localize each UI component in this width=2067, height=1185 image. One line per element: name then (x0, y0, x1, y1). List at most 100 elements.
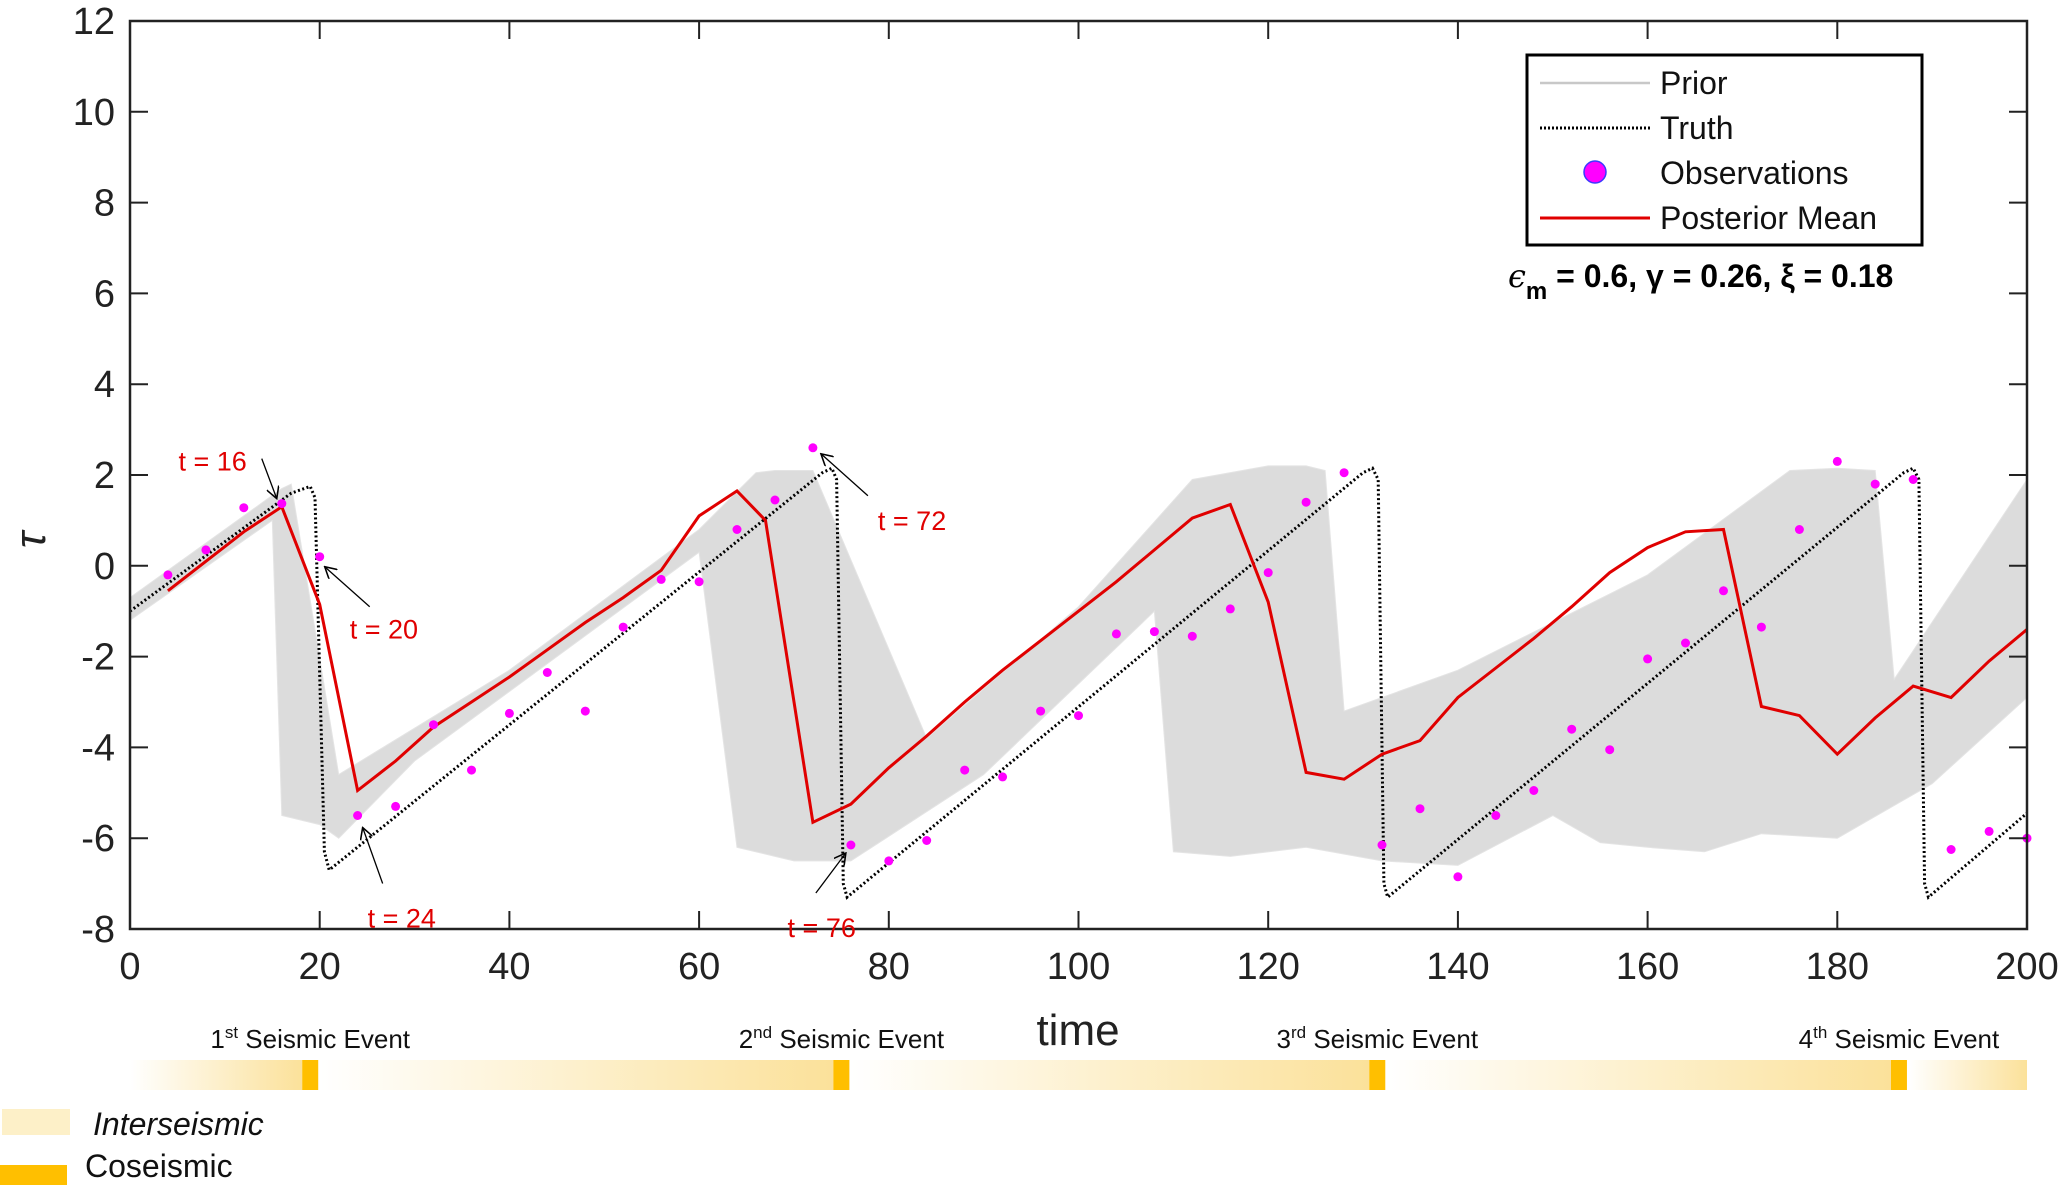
legend-label-posterior: Posterior Mean (1660, 200, 1877, 236)
y-tick-label: 6 (94, 273, 115, 315)
observation-point (1832, 456, 1842, 466)
param-epsilon: ϵ (1508, 257, 1526, 295)
observation-point (1946, 845, 1956, 854)
observation-point (1529, 786, 1539, 795)
annotation-label: t = 20 (350, 615, 418, 645)
observation-point (1453, 872, 1463, 882)
legend-box (1525, 53, 1924, 247)
coseismic-segment (1890, 1060, 1907, 1090)
truth-layer (130, 466, 2027, 900)
observation-point (808, 443, 818, 453)
legend-label-prior: Prior (1660, 65, 1728, 101)
legend-label-observations: Observations (1660, 155, 1849, 191)
observation-point (1036, 706, 1046, 716)
observation-point (1263, 568, 1273, 578)
y-tick-label: 2 (94, 455, 115, 497)
observation-point (277, 499, 287, 509)
x-tick-label: 200 (1995, 946, 2058, 988)
x-tick-label: 140 (1426, 946, 1489, 988)
x-tick-label: 180 (1806, 946, 1869, 988)
x-tick-label: 80 (868, 946, 910, 988)
y-tick-label: 10 (73, 92, 115, 134)
coseismic-segment (302, 1060, 319, 1090)
seismic-event-label: 2nd Seismic Event (739, 1023, 945, 1054)
posterior-layer (166, 488, 2027, 825)
observation-point (1794, 525, 1804, 534)
observation-point (1415, 804, 1425, 814)
observation-point (998, 772, 1008, 782)
x-tick-label: 100 (1047, 946, 1110, 988)
parameter-text: ϵm = 0.6, γ = 0.26, ξ = 0.18 (1508, 257, 1893, 305)
observation-point (201, 545, 211, 555)
observation-point (884, 856, 894, 866)
annotation-label: t = 16 (178, 447, 246, 477)
legend: Prior Truth Observations Posterior Mean (1525, 53, 1924, 247)
coseismic-segment (833, 1060, 850, 1090)
annotation-label: t = 72 (878, 506, 946, 536)
param-values: = 0.6, γ = 0.26, ξ = 0.18 (1547, 258, 1893, 294)
observation-point (1149, 627, 1159, 637)
annotation-label: t = 76 (788, 913, 856, 943)
observation-point (391, 801, 401, 811)
observation-point (1643, 654, 1653, 664)
y-tick-label: 12 (73, 1, 115, 43)
observation-point (1756, 622, 1766, 632)
x-tick-label: 60 (678, 946, 720, 988)
y-axis-title: τ (6, 529, 55, 548)
observation-point (1225, 604, 1235, 614)
annotation-arrow (815, 853, 846, 894)
observation-point (542, 668, 552, 677)
observation-point (239, 503, 249, 513)
coseismic-label: Coseismic (85, 1148, 233, 1184)
phase-legend: Interseismic Coseismic (0, 1106, 264, 1185)
y-tick-label: 4 (94, 364, 115, 406)
observation-point (429, 720, 438, 730)
event-bar: 1st Seismic Event 2nd Seismic Event 3rd Se… (130, 1023, 2027, 1090)
x-tick-label: 0 (119, 946, 140, 988)
seismic-event-label: 1st Seismic Event (210, 1023, 410, 1054)
y-tick-label: -6 (81, 818, 115, 860)
observation-point (1301, 497, 1311, 507)
axes: 0 20 40 60 80 100 120 140 160 180 200 -8 -6 -4 -2 0 2 4 6 8… (73, 1, 2059, 988)
y-tick-label: -2 (81, 637, 115, 679)
seismic-event-label: 4th Seismic Event (1799, 1023, 2000, 1054)
observation-point (1491, 811, 1501, 820)
observation-point (1377, 840, 1387, 850)
legend-swatch-observations (1583, 160, 1607, 184)
observation-point (467, 765, 476, 775)
observations-layer (163, 443, 2032, 882)
observation-point (922, 836, 932, 845)
observation-point (656, 574, 666, 584)
y-tick-label: 0 (94, 546, 115, 588)
prior-band (130, 465, 2027, 866)
x-tick-label: 120 (1236, 946, 1299, 988)
x-tick-label: 160 (1616, 946, 1679, 988)
observation-point (1605, 745, 1615, 755)
x-tick-label: 40 (488, 946, 530, 988)
annotation-arrow (261, 458, 277, 499)
interseismic-swatch (2, 1109, 70, 1135)
interseismic-segment (320, 1060, 834, 1090)
observation-point (1984, 826, 1994, 836)
observation-point (580, 706, 590, 716)
param-epsilon-subscript: m (1526, 278, 1547, 305)
x-axis-title: time (1036, 1006, 1119, 1055)
observation-point (618, 622, 628, 632)
coseismic-swatch (0, 1165, 67, 1185)
observation-point (1187, 631, 1197, 641)
observation-point (1681, 638, 1690, 648)
observation-point (732, 525, 742, 534)
y-tick-label: -4 (81, 727, 115, 769)
annotation-arrow (325, 567, 371, 608)
interseismic-label: Interseismic (93, 1106, 264, 1142)
x-tick-label: 20 (299, 946, 341, 988)
y-tick-label: -8 (81, 909, 115, 951)
interseismic-segment (851, 1060, 1370, 1090)
prior-ensemble-band (130, 465, 2027, 866)
annotations: t = 16 t = 20 t = 24 t = 72 t = 76 (178, 447, 946, 943)
y-tick-label: 8 (94, 183, 115, 225)
observation-point (315, 552, 325, 562)
observation-point (1719, 586, 1728, 596)
observation-point (960, 765, 970, 775)
